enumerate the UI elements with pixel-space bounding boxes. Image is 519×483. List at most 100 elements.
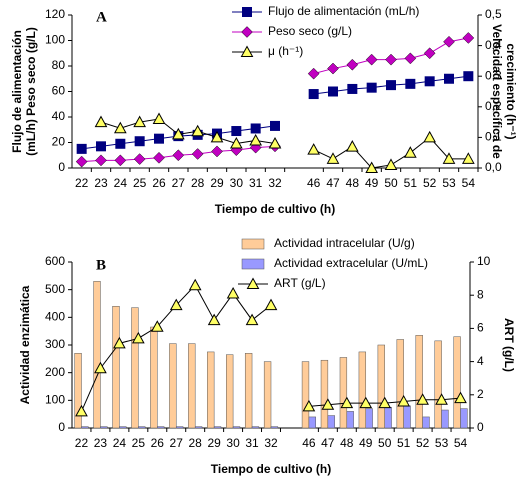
y-tick-label: 0 — [58, 160, 65, 174]
x-tick-label: 49 — [359, 436, 373, 450]
x-tick-label: 26 — [152, 176, 166, 190]
marker — [307, 143, 321, 155]
x-tick-label: 30 — [226, 436, 240, 450]
x-tick-label: 51 — [404, 176, 418, 190]
marker — [131, 331, 145, 344]
x-tick-label: 24 — [113, 436, 127, 450]
x-tick-label: 48 — [340, 436, 354, 450]
marker — [210, 130, 224, 143]
marker — [385, 53, 397, 66]
bar — [232, 426, 241, 429]
marker — [191, 124, 205, 137]
y2-tick-label: 2 — [477, 387, 484, 401]
y-axis-title: (mL/h) Peso seco (g/L) — [24, 27, 38, 156]
legend-label: Peso seco (g/L) — [268, 24, 352, 38]
marker — [365, 53, 378, 66]
marker — [114, 154, 127, 167]
marker — [245, 313, 259, 326]
marker — [326, 152, 340, 164]
bar — [415, 335, 423, 429]
marker — [416, 393, 429, 405]
y-tick-label: 100 — [45, 33, 65, 47]
marker — [435, 393, 448, 405]
marker — [250, 123, 261, 134]
marker — [366, 82, 377, 93]
x-tick-label: 31 — [249, 176, 263, 190]
panel-label: B — [96, 257, 106, 273]
marker — [172, 149, 185, 162]
x-tick-label: 25 — [133, 176, 147, 190]
bar — [441, 409, 449, 429]
bar — [339, 357, 348, 429]
marker — [96, 141, 106, 152]
bar — [270, 426, 279, 429]
legend-label: Actividad intracelular (U/g) — [274, 236, 415, 250]
marker — [229, 136, 243, 149]
y-tick-label: 400 — [45, 310, 65, 324]
marker — [461, 152, 475, 164]
marker — [365, 161, 379, 173]
marker — [75, 155, 88, 168]
marker — [94, 115, 108, 128]
marker — [133, 115, 147, 128]
x-tick-label: 22 — [75, 436, 89, 450]
bar — [320, 359, 329, 429]
y2-tick-label: 10 — [477, 254, 491, 268]
x-tick-label: 30 — [230, 176, 244, 190]
x-tick-label: 54 — [462, 176, 476, 190]
y-tick-label: 600 — [45, 254, 65, 268]
marker — [463, 71, 474, 82]
marker — [76, 143, 87, 154]
x-axis-title: Tiempo de cultivo (h) — [215, 202, 335, 216]
y2-axis-title: crecimiento (h⁻¹) — [504, 43, 518, 139]
series-line — [100, 118, 276, 145]
marker — [346, 58, 359, 71]
y2-tick-label: 0,2 — [485, 99, 502, 113]
marker — [307, 67, 320, 80]
marker — [462, 32, 475, 44]
marker — [211, 145, 223, 158]
marker — [154, 133, 164, 144]
panel-label: A — [96, 9, 107, 25]
y-tick-label: 60 — [52, 84, 66, 98]
marker — [134, 136, 145, 147]
marker — [423, 130, 437, 143]
y2-tick-label: 0,4 — [485, 38, 502, 52]
bar — [175, 426, 184, 429]
x-tick-label: 27 — [170, 436, 184, 450]
x-tick-label: 24 — [114, 176, 128, 190]
x-axis-title: Tiempo de cultivo (h) — [211, 462, 331, 476]
x-tick-label: 51 — [397, 436, 411, 450]
y2-tick-label: 0,1 — [485, 130, 502, 144]
marker — [207, 313, 221, 326]
y-tick-label: 500 — [45, 282, 65, 296]
marker — [133, 153, 146, 165]
marker — [386, 80, 396, 91]
legend-label: μ (h⁻¹) — [268, 44, 303, 58]
x-tick-label: 46 — [302, 436, 316, 450]
bar — [100, 426, 108, 429]
bar — [365, 408, 373, 429]
x-tick-label: 29 — [210, 176, 224, 190]
marker — [443, 35, 455, 48]
marker — [115, 138, 126, 149]
marker — [191, 148, 204, 160]
x-tick-label: 54 — [454, 436, 468, 450]
marker — [95, 154, 107, 167]
marker — [188, 278, 202, 291]
x-tick-label: 48 — [346, 176, 360, 190]
legend-swatch — [241, 238, 265, 250]
marker — [340, 396, 354, 409]
x-tick-label: 29 — [207, 436, 221, 450]
marker — [359, 396, 373, 409]
marker — [424, 76, 435, 87]
bar — [226, 354, 234, 429]
marker — [75, 404, 88, 417]
marker — [169, 298, 183, 311]
marker — [171, 127, 185, 140]
bar — [169, 343, 177, 429]
y2-tick-label: 0,0 — [485, 160, 502, 174]
marker — [113, 121, 127, 134]
bar — [131, 307, 139, 429]
